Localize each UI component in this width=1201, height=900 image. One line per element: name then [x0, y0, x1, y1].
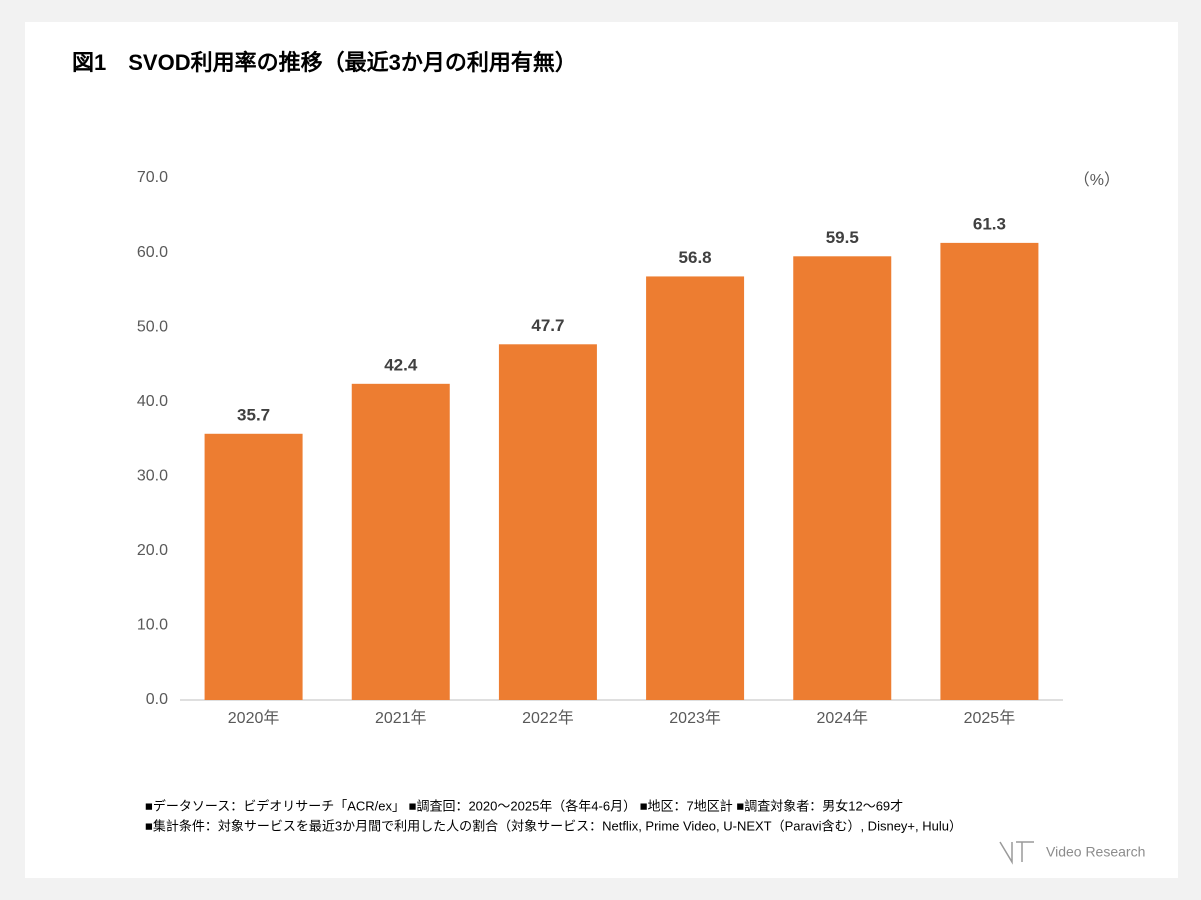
y-tick-label: 50.0 — [137, 318, 168, 335]
value-label: 35.7 — [237, 405, 270, 424]
value-label: 47.7 — [531, 316, 564, 335]
y-tick-label: 30.0 — [137, 468, 168, 485]
value-label: 61.3 — [973, 214, 1006, 233]
value-label: 56.8 — [679, 248, 712, 267]
bar — [793, 256, 892, 700]
bar — [646, 276, 745, 700]
bar — [498, 344, 597, 700]
x-tick-label: 2020年 — [228, 709, 280, 727]
x-tick-label: 2025年 — [964, 709, 1016, 727]
note: ■集計条件：対象サービスを最近3か月間で利用した人の割合（対象サービス：Netf… — [145, 818, 962, 833]
note: ■データソース：ビデオリサーチ「ACR/ex」 ■調査回：2020～2025年（… — [145, 798, 903, 813]
unit-label: （%） — [1074, 171, 1120, 189]
logo-mark — [999, 841, 1034, 865]
x-tick-label: 2023年 — [669, 709, 721, 727]
x-tick-label: 2022年 — [522, 709, 574, 727]
y-tick-label: 40.0 — [137, 393, 168, 410]
bar — [351, 383, 450, 700]
y-tick-label: 70.0 — [137, 169, 168, 186]
x-tick-label: 2024年 — [816, 709, 868, 727]
logo-icon — [999, 841, 1034, 865]
chart-title: 図1 SVOD利用率の推移（最近3か月の利用有無） — [72, 50, 577, 75]
y-tick-label: 20.0 — [137, 542, 168, 559]
logo-text: Video Research — [1046, 844, 1145, 860]
value-label: 42.4 — [384, 355, 418, 374]
bar — [940, 242, 1039, 700]
x-tick-label: 2021年 — [375, 709, 427, 727]
y-tick-label: 0.0 — [146, 691, 168, 708]
y-tick-label: 10.0 — [137, 617, 168, 634]
bar — [204, 433, 303, 700]
value-label: 59.5 — [826, 228, 859, 247]
y-tick-label: 60.0 — [137, 244, 168, 261]
